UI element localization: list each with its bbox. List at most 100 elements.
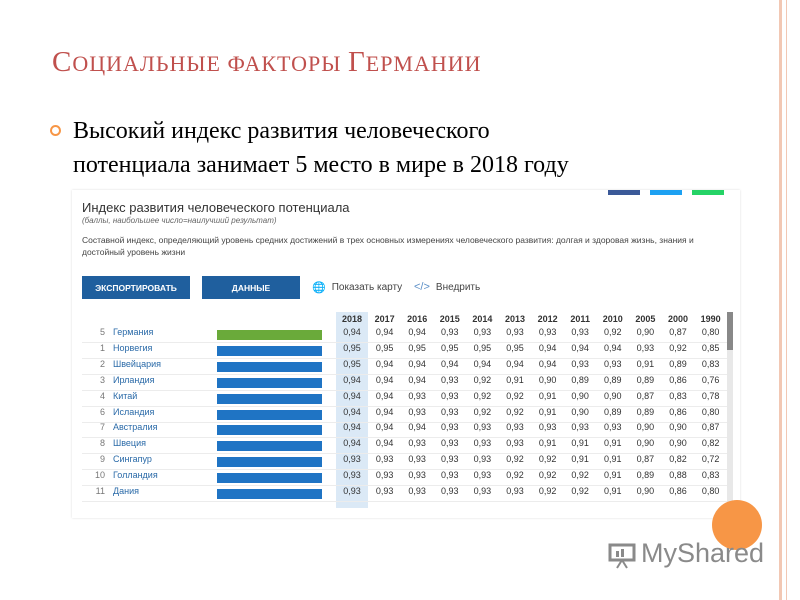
value-cell: 0,95 [375,342,394,353]
value-cell: 0,86 [669,486,687,496]
year-header-2015[interactable]: 2015 [439,314,460,324]
table-row[interactable]: 9 Сингапур 0,93 0,93 0,93 0,93 0,93 0,92 0,92 0,9… [72,454,727,471]
country-link[interactable]: Швеция [113,438,146,449]
value-cell: 0,93 [636,342,655,353]
year-header-2018[interactable]: 2018 [341,314,363,324]
value-cell: 0,87 [636,454,655,465]
facebook-share-icon[interactable] [608,190,640,195]
value-cell: 0,93 [408,438,426,449]
country-link[interactable]: Ирландия [113,374,155,385]
value-cell: 0,80 [701,327,720,337]
value-cell: 0,91 [604,438,622,449]
value-cell: 0,89 [636,406,655,417]
year-header-2010[interactable]: 2010 [602,314,623,324]
row-divider [82,421,727,423]
row-divider [82,357,727,359]
value-cell: 0,92 [506,406,524,417]
value-cell: 0,93 [441,438,459,449]
value-cell: 0,93 [473,454,492,465]
myshared-logo: MyShared [607,538,764,569]
country-link[interactable]: Швейцария [113,358,162,369]
value-cell: 0,93 [571,358,589,369]
value-cell: 0,78 [701,390,720,401]
year-header-2014[interactable]: 2014 [472,314,493,324]
value-cell: 0,94 [604,342,622,353]
value-cell: 0,93 [441,470,459,481]
country-link[interactable]: Исландия [113,406,155,417]
table-row[interactable]: 1 Норвегия 0,95 0,95 0,95 0,95 0,95 0,95 0,94 0,9… [72,343,727,359]
value-cell: 0,83 [669,390,687,401]
table-row[interactable]: 6 Исландия 0,94 0,94 0,93 0,93 0,92 0,92 0,91 0,9… [72,407,727,423]
year-header-1990[interactable]: 1990 [700,314,721,324]
rank: 9 [99,454,105,465]
value-cell: 0,94 [343,390,361,401]
row-divider [82,469,727,471]
row-divider [82,501,727,502]
title-part: С [52,46,73,78]
data-button[interactable]: ДАННЫЕ [202,276,300,299]
country-link[interactable]: Голландия [113,470,158,481]
value-cell: 0,93 [538,327,557,337]
value-cell: 0,95 [343,342,361,353]
country-link[interactable]: Дания [113,486,139,496]
value-cell: 0,90 [571,406,589,417]
logo-text: MyShared [641,538,765,568]
share-icon[interactable] [692,190,724,195]
year-header-2013[interactable]: 2013 [504,314,526,324]
value-cell: 0,93 [408,390,426,401]
country-link[interactable]: Норвегия [113,342,153,353]
year-header-2016[interactable]: 2016 [407,314,428,324]
slide-border-right [779,0,782,600]
value-cell: 0,87 [636,390,655,401]
value-cell: 0,94 [343,327,361,337]
row-divider [82,389,727,391]
value-cell: 0,72 [701,454,720,465]
year-header-2011[interactable]: 2011 [570,314,590,324]
hdi-bar [217,377,322,388]
table-row[interactable]: 5 Германия 0,94 0,94 0,94 0,93 0,93 0,93 0,93 0,9… [72,327,727,343]
table-row[interactable]: 3 Ирландия 0,94 0,94 0,94 0,93 0,92 0,91 0,90 0,8… [72,375,727,391]
year-header-2012[interactable]: 2012 [537,314,558,324]
country-link[interactable]: Китай [113,390,138,401]
year-header-2000[interactable]: 2000 [667,314,689,324]
table-row[interactable]: 8 Швеция 0,94 0,94 0,93 0,93 0,93 0,93 0,91 0,91 0… [72,438,727,455]
country-link[interactable]: Сингапур [113,454,152,465]
show-map-label: Показать карту [331,282,403,293]
value-cell: 0,92 [538,454,557,465]
twitter-share-icon[interactable] [650,190,682,195]
value-cell: 0,94 [375,358,394,369]
country-link[interactable]: Германия [113,327,154,337]
row-divider [82,342,727,343]
table-row[interactable]: 4 Китай 0,94 0,94 0,93 0,93 0,92 0,92 0,91 0,90 0,… [72,391,727,407]
rank: 4 [99,390,105,401]
value-cell: 0,93 [506,422,524,433]
year-header-2017[interactable]: 2017 [374,314,395,324]
table-row[interactable]: 10 Голландия 0,93 0,93 0,93 0,93 0,93 0,92 0,92 0… [72,470,727,487]
show-map-link[interactable]: 🌐 Показать карту [312,281,402,294]
value-cell: 0,87 [669,327,687,337]
value-cell: 0,93 [473,438,492,449]
scrollbar-thumb[interactable] [727,312,733,350]
hdi-bar [217,425,322,436]
value-cell: 0,83 [701,470,720,481]
table-row[interactable]: 11 Дания 0,93 0,93 0,93 0,93 0,93 0,93 0,92 0,92 0… [72,486,727,502]
value-cell: 0,92 [473,390,492,401]
value-cell: 0,91 [604,454,622,465]
value-cell: 0,91 [571,438,589,449]
row-divider [82,373,727,375]
value-cell: 0,93 [408,470,426,481]
embed-link[interactable]: </> Внедрить [414,281,480,293]
table-row[interactable]: 2 Швейцария 0,95 0,94 0,94 0,94 0,94 0,94 0,94 0,… [72,359,727,375]
value-cell: 0,93 [408,406,426,417]
year-header-2005[interactable]: 2005 [635,314,656,324]
value-cell: 0,93 [604,358,622,369]
value-cell: 0,94 [408,327,426,337]
value-cell: 0,89 [571,374,589,385]
value-cell: 0,93 [571,327,589,337]
value-cell: 0,93 [441,390,459,401]
export-button[interactable]: ЭКСПОРТИРОВАТЬ [82,276,190,299]
value-cell: 0,95 [506,342,524,353]
country-link[interactable]: Австралия [113,422,158,433]
vertical-scrollbar[interactable] [727,312,733,504]
table-row[interactable]: 7 Австралия 0,94 0,94 0,94 0,93 0,93 0,93 0,93 0,… [72,422,727,439]
